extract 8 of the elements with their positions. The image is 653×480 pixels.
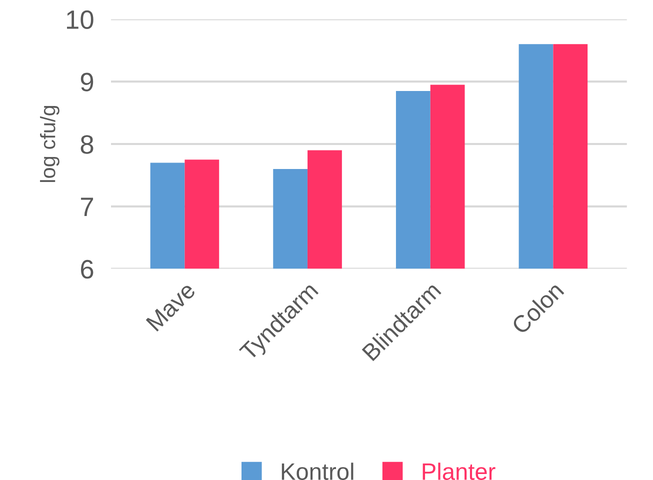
legend-label: Planter (422, 462, 496, 480)
y-axis-title: log cfu/g (40, 106, 60, 182)
y-tick-label: 10 (67, 10, 94, 30)
y-tick-label: 9 (80, 72, 94, 92)
y-tick-label: 6 (81, 260, 94, 279)
y-tick-label: 7 (81, 198, 94, 216)
y-tick-label: 8 (80, 135, 94, 154)
legend-label: Kontrol (282, 462, 354, 480)
